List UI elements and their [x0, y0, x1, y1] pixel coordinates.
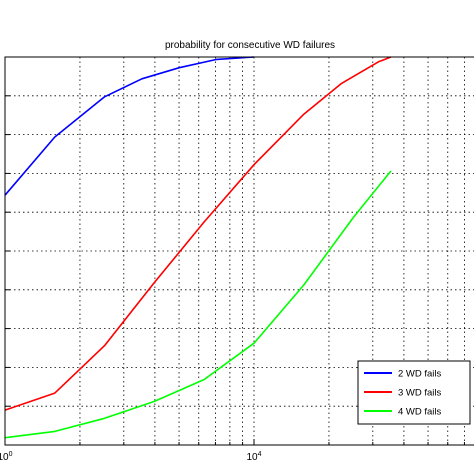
- series-line-2-wd-fails: [4, 56, 255, 196]
- x-tick-labels: 100 104: [0, 451, 262, 463]
- x-tick-label-1: 104: [246, 451, 261, 463]
- x-tick-label-0: 100: [0, 451, 13, 463]
- legend-label-4: 4 WD fails: [398, 407, 442, 418]
- plot-frame: [4, 56, 474, 446]
- legend-label-3: 3 WD fails: [398, 388, 442, 399]
- series-lines: [4, 56, 392, 439]
- legend: 2 WD fails 3 WD fails 4 WD fails: [357, 360, 471, 425]
- legend-label-2: 2 WD fails: [398, 369, 442, 380]
- chart-title: probability for consecutive WD failures: [165, 40, 335, 51]
- series-line-3-wd-fails: [4, 56, 392, 411]
- series-line-4-wd-fails: [4, 170, 392, 439]
